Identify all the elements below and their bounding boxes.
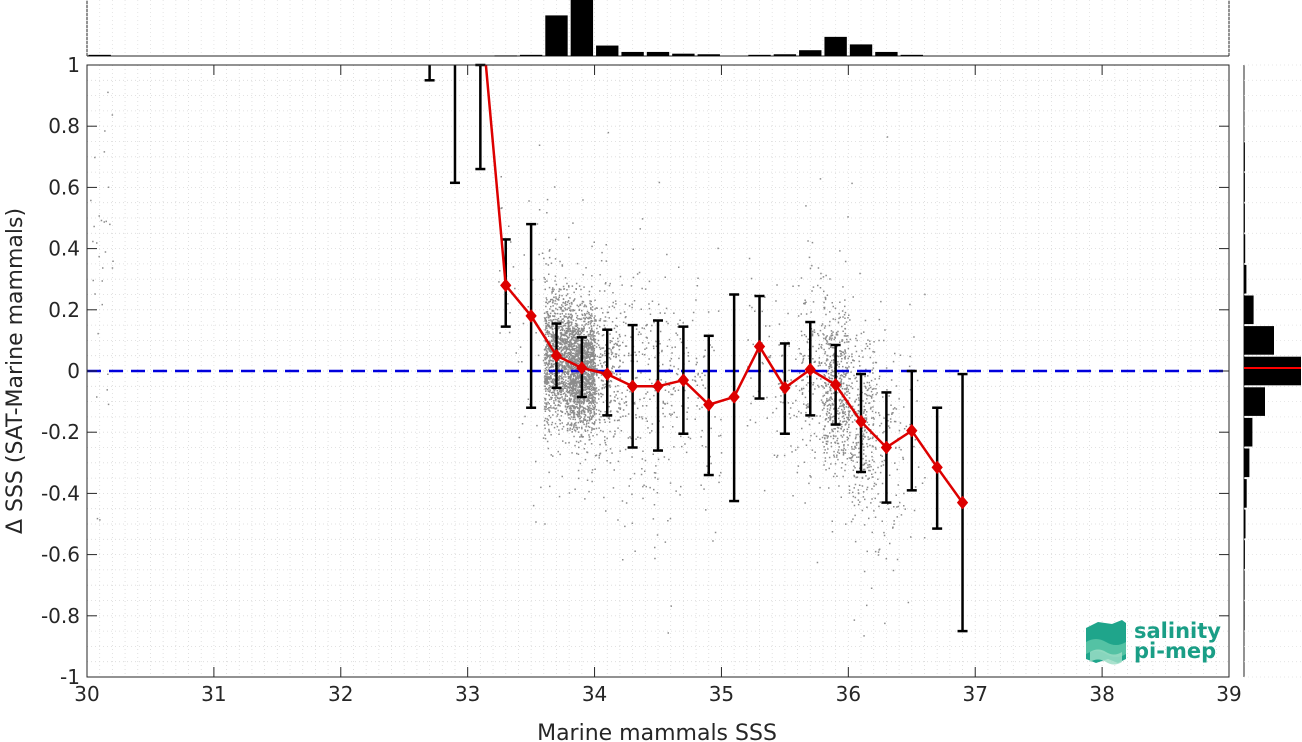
right-hist-bar xyxy=(1244,295,1254,325)
x-tick-label: 35 xyxy=(709,682,734,706)
mean-marker xyxy=(906,423,918,438)
right-hist-bar xyxy=(1244,540,1245,569)
top-hist-bar xyxy=(849,44,873,56)
top-hist-bar xyxy=(799,50,822,56)
top-hist-bar xyxy=(88,54,111,56)
salinity-pi-mep-logo: salinity pi-mep xyxy=(1086,619,1221,665)
top-hist-bar xyxy=(545,15,568,56)
right-hist-bar xyxy=(1244,509,1246,539)
right-hist-bar xyxy=(1244,356,1301,386)
y-tick-label: -0.6 xyxy=(41,543,80,567)
mean-marker xyxy=(652,379,664,394)
x-tick-label: 36 xyxy=(836,682,861,706)
x-tick-label: 38 xyxy=(1089,682,1114,706)
x-tick-label: 33 xyxy=(455,682,480,706)
mean-marker xyxy=(829,377,842,392)
top-hist-bar xyxy=(697,54,720,56)
y-tick-label: 0 xyxy=(67,359,80,383)
right-hist-bar xyxy=(1244,264,1247,294)
x-tick-label: 32 xyxy=(328,682,353,706)
top-hist-bar xyxy=(570,0,594,56)
x-tick-label: 39 xyxy=(1216,682,1241,706)
y-tick-label: 0.4 xyxy=(48,237,80,261)
right-hist-bar xyxy=(1244,448,1250,478)
logo-line2: pi-mep xyxy=(1134,639,1216,663)
right-hist-bar xyxy=(1244,234,1246,263)
mean-marker xyxy=(626,379,639,394)
top-hist-bar xyxy=(672,53,695,56)
mean-marker xyxy=(931,460,943,475)
top-hist-bar xyxy=(900,54,923,56)
top-hist-bar xyxy=(646,51,670,56)
right-histogram xyxy=(1243,64,1301,678)
y-tick-label: -0.2 xyxy=(41,420,80,444)
right-hist-bar xyxy=(1244,173,1245,202)
y-tick-label: -0.4 xyxy=(41,481,80,505)
mean-marker xyxy=(576,361,588,375)
binned-mean-series xyxy=(484,65,969,510)
mean-marker xyxy=(880,440,893,455)
top-hist-bar xyxy=(748,54,771,56)
y-tick-label: -0.8 xyxy=(41,604,80,628)
mean-marker xyxy=(677,373,690,387)
right-hist-bar xyxy=(1244,601,1245,631)
x-axis-title: Marine mammals SSS xyxy=(537,721,777,742)
y-axis-title: Δ SSS (SAT-Marine mammals) xyxy=(3,208,28,534)
y-tick-label: -1 xyxy=(60,665,80,689)
logo-line1: salinity xyxy=(1134,619,1221,643)
mean-line xyxy=(484,65,964,504)
x-tick-label: 31 xyxy=(201,682,226,706)
x-tick-label: 37 xyxy=(962,682,987,706)
top-hist-bar xyxy=(621,51,644,56)
y-tick-label: 1 xyxy=(67,53,80,77)
top-hist-bar xyxy=(824,36,847,56)
mean-marker xyxy=(525,309,537,323)
y-tick-label: 0.2 xyxy=(48,298,80,322)
mean-marker xyxy=(728,390,740,404)
right-hist-bar xyxy=(1244,479,1247,508)
right-hist-bar xyxy=(1244,326,1274,355)
mean-marker xyxy=(804,362,816,377)
mean-marker xyxy=(500,278,512,293)
x-tick-label: 30 xyxy=(74,682,99,706)
mean-marker xyxy=(703,397,715,412)
mean-marker xyxy=(779,381,791,395)
top-hist-bar xyxy=(519,54,543,56)
mean-marker xyxy=(550,348,563,363)
right-hist-bar xyxy=(1244,142,1245,172)
right-hist-bar xyxy=(1244,417,1253,447)
top-hist-bar xyxy=(596,45,619,56)
right-hist-bar xyxy=(1244,387,1265,416)
mean-marker xyxy=(956,495,969,510)
right-hist-bar xyxy=(1244,570,1245,600)
mean-marker xyxy=(855,414,867,429)
top-hist-bar xyxy=(875,51,898,56)
top-histogram xyxy=(86,0,1230,57)
y-tick-label: 0.6 xyxy=(48,175,80,199)
top-hist-bar xyxy=(494,55,517,57)
x-tick-label: 34 xyxy=(582,682,607,706)
mean-marker xyxy=(601,367,613,381)
top-hist-bar xyxy=(773,54,797,56)
right-hist-bar xyxy=(1244,203,1245,233)
mean-marker xyxy=(753,339,766,354)
axis-ticks: 30 31 32 33 34 35 36 37 38 39 1 0.8 0.6 0.4 0.2 0 -0.2 -0… xyxy=(41,53,1242,706)
y-tick-label: 0.8 xyxy=(48,114,80,138)
